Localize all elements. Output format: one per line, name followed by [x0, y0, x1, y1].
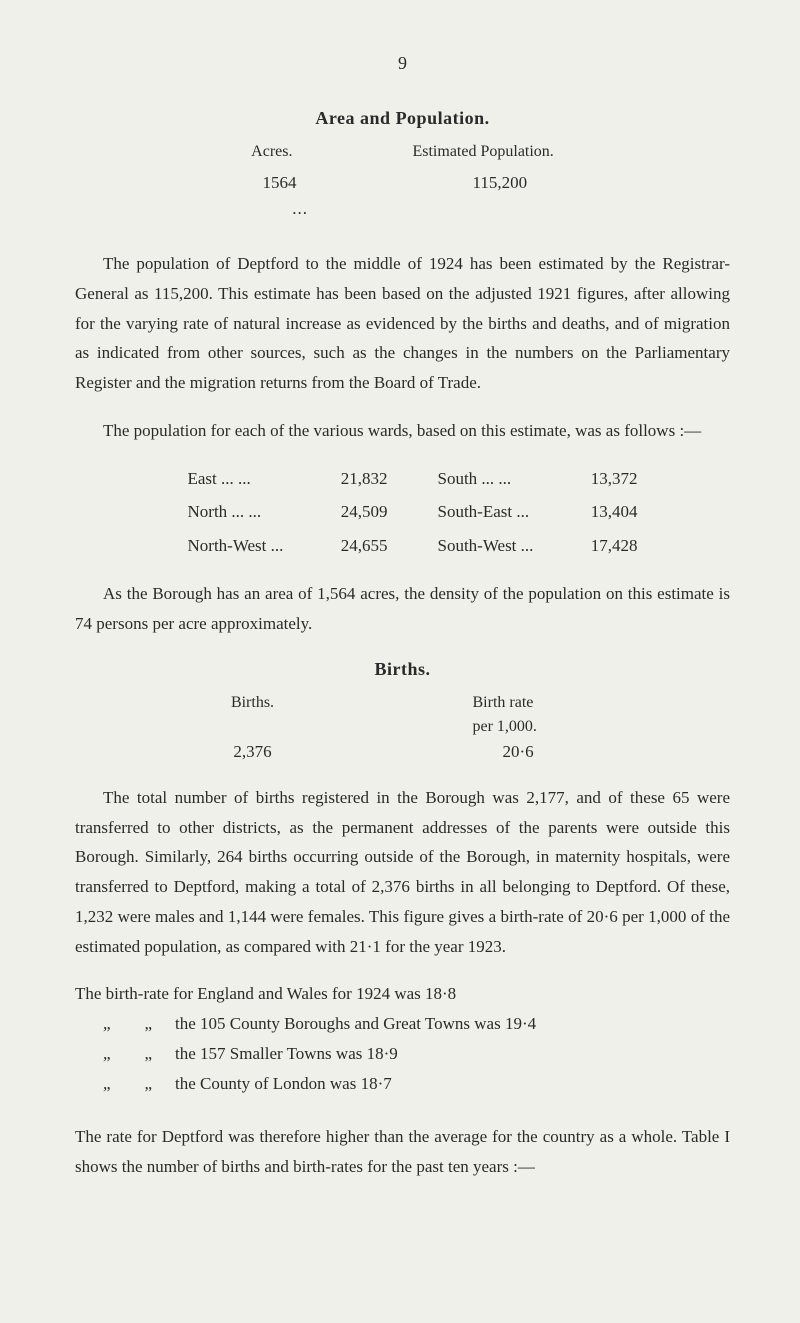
- rate-line-4: „ „ the County of London was 18·7: [75, 1069, 730, 1099]
- area-pop-labels: Acres. Estimated Population.: [75, 140, 730, 164]
- paragraph-3: As the Borough has an area of 1,564 acre…: [75, 579, 730, 639]
- birth-rate-label: Birth rate per 1,000.: [473, 691, 593, 739]
- ward-label: South-West ...: [438, 531, 568, 561]
- area-pop-values: 1564 ... 115,200: [75, 170, 730, 221]
- paragraph-5: The rate for Deptford was therefore high…: [75, 1122, 730, 1182]
- ditto-right: „: [145, 1014, 153, 1033]
- paragraph-2: The population for each of the various w…: [75, 416, 730, 446]
- acres-value: 1564 ...: [233, 170, 323, 221]
- page-number: 9: [75, 50, 730, 77]
- ward-col-right: South ... ... 13,372 South-East ... 13,4…: [438, 464, 638, 561]
- acres-num: 1564: [263, 173, 297, 192]
- ditto-right: „: [145, 1074, 153, 1093]
- ward-col-left: East ... ... 21,832 North ... ... 24,509…: [188, 464, 388, 561]
- rate-line-2: „ „ the 105 County Boroughs and Great To…: [75, 1009, 730, 1039]
- births-label: Births.: [213, 691, 293, 715]
- births-labels: Births. Birth rate per 1,000.: [75, 691, 730, 739]
- ward-value: 21,832: [318, 464, 388, 494]
- ward-label: East ... ...: [188, 464, 318, 494]
- ward-label: North ... ...: [188, 497, 318, 527]
- rate-list: The birth-rate for England and Wales for…: [75, 979, 730, 1098]
- ward-value: 13,372: [568, 464, 638, 494]
- rate-text: the 105 County Boroughs and Great Towns …: [175, 1009, 730, 1039]
- rate-text: the County of London was 18·7: [175, 1069, 730, 1099]
- ward-row: East ... ... 21,832: [188, 464, 388, 494]
- population-value: 115,200: [473, 170, 573, 221]
- ward-value: 17,428: [568, 531, 638, 561]
- dots: ...: [292, 199, 308, 218]
- acres-label: Acres.: [251, 140, 292, 164]
- rate-line-1: The birth-rate for England and Wales for…: [75, 979, 730, 1009]
- ditto-marks: „ „: [75, 1009, 175, 1039]
- ward-row: South-West ... 17,428: [438, 531, 638, 561]
- ditto-left: „: [103, 1014, 111, 1033]
- ward-row: South ... ... 13,372: [438, 464, 638, 494]
- area-pop-heading: Area and Population.: [75, 105, 730, 132]
- births-value: 2,376: [213, 739, 293, 765]
- birth-rate-l1: Birth rate: [473, 694, 534, 711]
- ward-label: South-East ...: [438, 497, 568, 527]
- paragraph-1: The population of Deptford to the middle…: [75, 249, 730, 398]
- birth-rate-value: 20·6: [473, 739, 593, 765]
- ditto-marks: „ „: [75, 1069, 175, 1099]
- ditto-left: „: [103, 1074, 111, 1093]
- ward-value: 24,509: [318, 497, 388, 527]
- paragraph-4: The total number of births registered in…: [75, 783, 730, 962]
- ward-row: South-East ... 13,404: [438, 497, 638, 527]
- ward-row: North ... ... 24,509: [188, 497, 388, 527]
- ward-table: East ... ... 21,832 North ... ... 24,509…: [95, 464, 730, 561]
- population-label: Estimated Population.: [412, 140, 553, 164]
- ward-label: South ... ...: [438, 464, 568, 494]
- rate-line-3: „ „ the 157 Smaller Towns was 18·9: [75, 1039, 730, 1069]
- ditto-right: „: [145, 1044, 153, 1063]
- births-values: 2,376 20·6: [75, 739, 730, 765]
- ward-value: 13,404: [568, 497, 638, 527]
- ditto-left: „: [103, 1044, 111, 1063]
- births-heading: Births.: [75, 656, 730, 683]
- ditto-marks: „ „: [75, 1039, 175, 1069]
- ward-value: 24,655: [318, 531, 388, 561]
- ward-row: North-West ... 24,655: [188, 531, 388, 561]
- birth-rate-l2: per 1,000.: [473, 718, 537, 735]
- rate-text: the 157 Smaller Towns was 18·9: [175, 1039, 730, 1069]
- ward-label: North-West ...: [188, 531, 318, 561]
